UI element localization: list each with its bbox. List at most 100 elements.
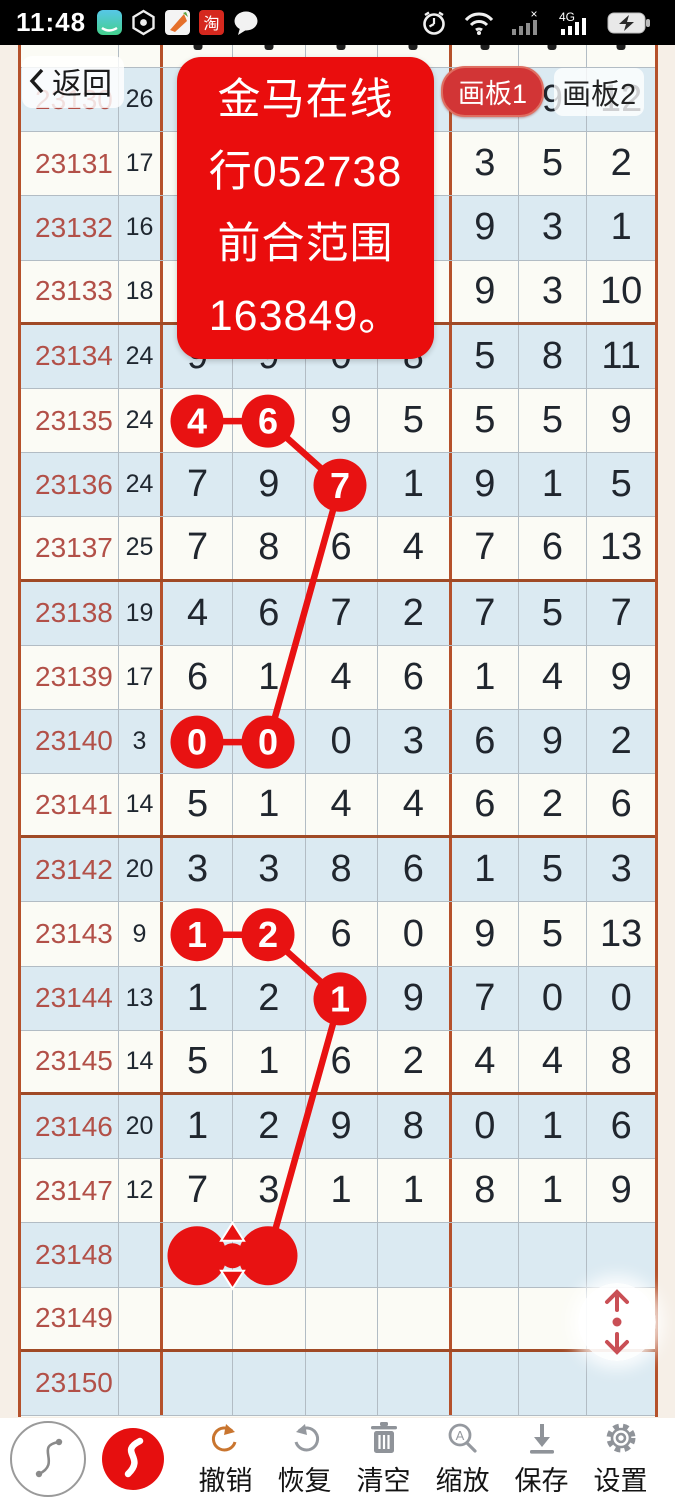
digit-cell[interactable]: 2	[232, 1095, 304, 1159]
scroll-handle[interactable]	[578, 1283, 656, 1361]
digit-cell[interactable]: 4	[376, 517, 449, 579]
notice-popup[interactable]: 金马在线 行052738 前合范围 163849。	[177, 57, 434, 359]
digit-cell[interactable]	[160, 1351, 232, 1415]
digit-cell[interactable]: 0	[232, 709, 304, 774]
digit-cell[interactable]: 9	[376, 966, 449, 1030]
digit-cell[interactable]	[232, 1351, 304, 1415]
digit-cell[interactable]: 4	[449, 1030, 518, 1092]
digit-cell[interactable]: 7	[304, 453, 377, 517]
digit-cell[interactable]: 1	[586, 196, 655, 260]
digit-cell[interactable]: 1	[449, 645, 518, 709]
digit-cell[interactable]: 4	[517, 645, 587, 709]
back-button[interactable]: 返回	[22, 56, 124, 108]
digit-cell[interactable]: 3	[160, 838, 232, 902]
digit-cell[interactable]: 5	[517, 581, 587, 645]
draw-tool-button[interactable]	[102, 1428, 164, 1490]
digit-cell[interactable]	[304, 1351, 377, 1415]
digit-cell[interactable]: 1	[232, 1030, 304, 1092]
digit-cell[interactable]: 9	[232, 453, 304, 517]
digit-cell[interactable]: 5	[517, 388, 587, 453]
undo-button[interactable]: 撤销	[186, 1420, 265, 1498]
digit-cell[interactable]: 3	[586, 838, 655, 902]
path-tool-button[interactable]	[10, 1421, 86, 1497]
digit-cell[interactable]: 1	[517, 1095, 587, 1159]
digit-cell[interactable]: 1	[232, 774, 304, 836]
digit-cell[interactable]: 6	[304, 1030, 377, 1092]
digit-cell[interactable]	[304, 1287, 377, 1349]
digit-cell[interactable]	[160, 68, 232, 132]
digit-cell[interactable]: 10	[586, 260, 655, 322]
digit-cell[interactable]: 2	[586, 709, 655, 774]
digit-cell[interactable]: 6	[586, 1095, 655, 1159]
digit-cell[interactable]: 1	[304, 1159, 377, 1223]
digit-cell[interactable]: 4	[376, 774, 449, 836]
digit-cell[interactable]	[449, 1223, 518, 1287]
digit-cell[interactable]: 9	[449, 453, 518, 517]
digit-cell[interactable]: 5	[449, 388, 518, 453]
digit-cell[interactable]: 6	[304, 517, 377, 579]
digit-cell[interactable]: 3	[232, 838, 304, 902]
digit-cell[interactable]	[232, 1287, 304, 1349]
digit-cell[interactable]: 2	[586, 132, 655, 196]
digit-cell[interactable]: 7	[304, 581, 377, 645]
digit-cell[interactable]: 2	[376, 1030, 449, 1092]
digit-cell[interactable]: 5	[517, 902, 587, 966]
digit-cell[interactable]: 9	[304, 388, 377, 453]
digit-cell[interactable]: 0	[376, 902, 449, 966]
clear-button[interactable]: 清空	[344, 1420, 423, 1498]
digit-cell[interactable]: 0	[304, 709, 377, 774]
digit-cell[interactable]	[160, 1223, 232, 1287]
digit-cell[interactable]: 1	[160, 1095, 232, 1159]
digit-cell[interactable]: 5	[449, 324, 518, 388]
digit-cell[interactable]: 3	[232, 1159, 304, 1223]
digit-cell[interactable]: 6	[586, 774, 655, 836]
digit-cell[interactable]: 13	[586, 517, 655, 579]
digit-cell[interactable]	[449, 1287, 518, 1349]
digit-cell[interactable]	[517, 1351, 587, 1415]
digit-cell[interactable]	[160, 196, 232, 260]
digit-cell[interactable]: 1	[449, 838, 518, 902]
digit-cell[interactable]: 5	[376, 388, 449, 453]
digit-cell[interactable]: 9	[586, 1159, 655, 1223]
digit-cell[interactable]: 2	[232, 902, 304, 966]
digit-cell[interactable]: 6	[232, 388, 304, 453]
digit-cell[interactable]: 9	[449, 196, 518, 260]
digit-cell[interactable]: 9	[449, 902, 518, 966]
digit-cell[interactable]	[304, 1223, 377, 1287]
save-button[interactable]: 保存	[502, 1420, 581, 1498]
digit-cell[interactable]: 2	[376, 581, 449, 645]
digit-cell[interactable]: 4	[160, 581, 232, 645]
digit-cell[interactable]: 8	[586, 1030, 655, 1092]
digit-cell[interactable]: 3	[517, 196, 587, 260]
digit-cell[interactable]: 7	[449, 581, 518, 645]
redo-button[interactable]: 恢复	[265, 1420, 344, 1498]
digit-cell[interactable]	[160, 260, 232, 322]
digit-cell[interactable]	[160, 132, 232, 196]
digit-cell[interactable]: 7	[449, 517, 518, 579]
digit-cell[interactable]: 7	[449, 966, 518, 1030]
digit-cell[interactable]: 1	[304, 966, 377, 1030]
digit-cell[interactable]: 8	[449, 1159, 518, 1223]
digit-cell[interactable]: 8	[232, 517, 304, 579]
digit-cell[interactable]: 5	[160, 774, 232, 836]
digit-cell[interactable]: 9	[517, 709, 587, 774]
digit-cell[interactable]	[376, 1351, 449, 1415]
digit-cell[interactable]	[586, 1223, 655, 1287]
digit-cell[interactable]: 1	[232, 645, 304, 709]
digit-cell[interactable]: 9	[586, 645, 655, 709]
digit-cell[interactable]: 3	[517, 260, 587, 322]
digit-cell[interactable]: 4	[304, 774, 377, 836]
digit-cell[interactable]: 1	[160, 902, 232, 966]
digit-cell[interactable]: 7	[160, 517, 232, 579]
digit-cell[interactable]: 9	[586, 388, 655, 453]
digit-cell[interactable]: 7	[160, 453, 232, 517]
digit-cell[interactable]: 6	[160, 645, 232, 709]
digit-cell[interactable]	[160, 1287, 232, 1349]
digit-cell[interactable]: 6	[304, 902, 377, 966]
zoom-button[interactable]: A 缩放	[423, 1420, 502, 1498]
digit-cell[interactable]: 4	[304, 645, 377, 709]
digit-cell[interactable]: 8	[376, 1095, 449, 1159]
digit-cell[interactable]: 1	[517, 1159, 587, 1223]
settings-button[interactable]: 设置	[581, 1420, 660, 1498]
digit-cell[interactable]: 4	[517, 1030, 587, 1092]
